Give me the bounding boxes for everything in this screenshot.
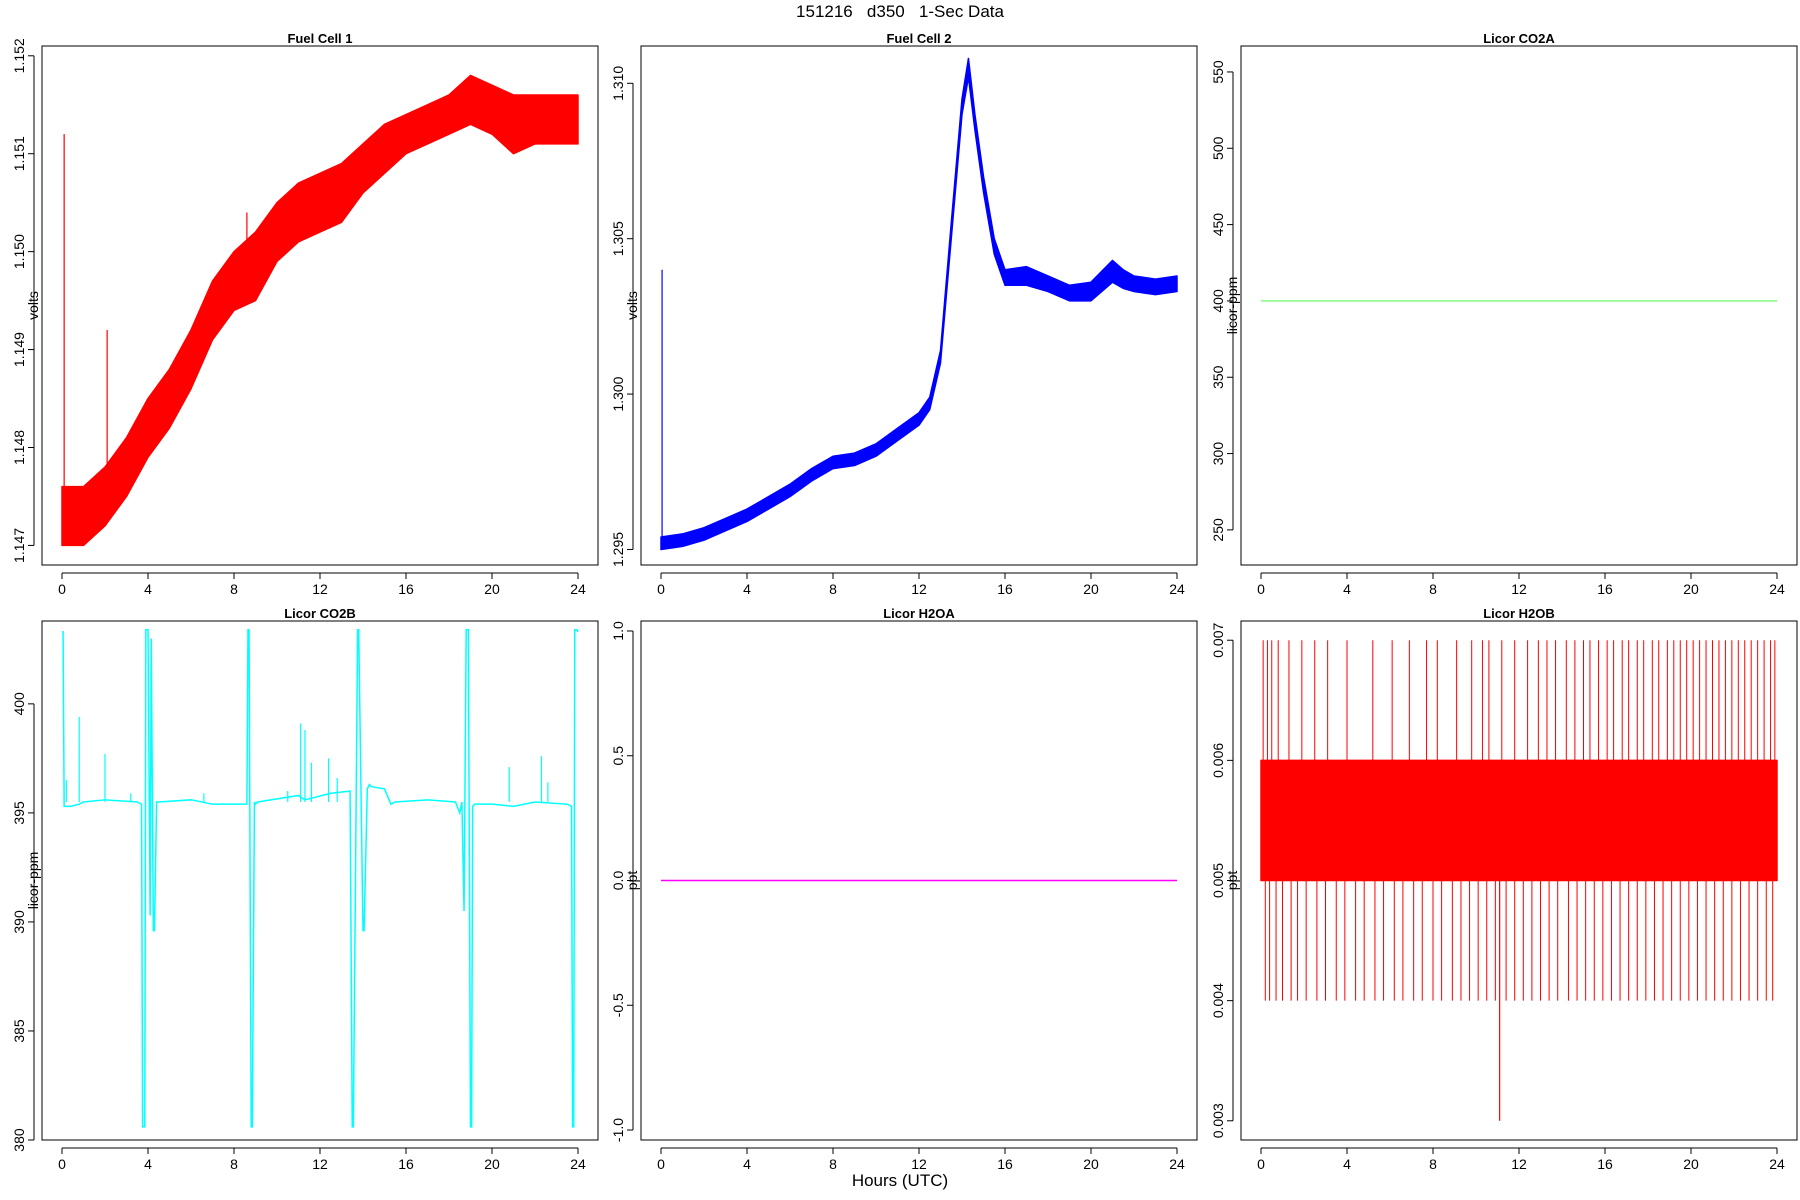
panel-5-title: Licor H2OA [883, 606, 955, 621]
panel-5-y-tick-label: 0.0 [610, 871, 626, 891]
panel-1-x-tick-label: 0 [58, 581, 66, 597]
panel-1-series-band [61, 74, 579, 547]
panel-2-x-tick-label: 12 [911, 581, 927, 597]
panel-5-y-tick-label: -0.5 [610, 993, 626, 1017]
panel-2-x-tick-label: 20 [1083, 581, 1099, 597]
panel-1-y-tick-label: 1.152 [11, 38, 27, 73]
panel-1-y-tick-label: 1.148 [11, 430, 27, 465]
panel-2-y-tick-label: 1.295 [610, 532, 626, 567]
panel-3-x-tick-label: 12 [1511, 581, 1527, 597]
panel-5-x-tick-label: 8 [829, 1156, 837, 1172]
panel-5-x-tick-label: 0 [657, 1156, 665, 1172]
panel-6-y-tick-label: 0.006 [1210, 743, 1226, 778]
panel-2-y-tick-label: 1.305 [610, 221, 626, 256]
panel-6-series-band [1260, 759, 1778, 882]
panel-1-title: Fuel Cell 1 [287, 31, 352, 46]
panel-4-y-tick-label: 390 [11, 910, 27, 934]
panel-1-x-tick-label: 4 [144, 581, 152, 597]
panel-3-frame [1240, 45, 1798, 566]
panel-5-x-tick-label: 16 [997, 1156, 1013, 1172]
panel-3-x-tick-label: 24 [1769, 581, 1785, 597]
panel-3-y-tick-label: 550 [1210, 60, 1226, 84]
panel-3-y-tick-label: 450 [1210, 213, 1226, 237]
panel-2-x-tick-label: 24 [1169, 581, 1185, 597]
panel-1-y-tick-label: 1.147 [11, 528, 27, 563]
panel-6-x-tick-label: 0 [1257, 1156, 1265, 1172]
panel-1-y-tick-label: 1.150 [11, 234, 27, 269]
panel-6-x-tick-label: 4 [1343, 1156, 1351, 1172]
panel-6-title: Licor H2OB [1483, 606, 1555, 621]
panel-6-y-axis-label: ppt [1224, 871, 1240, 891]
panel-4-frame [41, 620, 599, 1141]
panel-3-y-tick-label: 300 [1210, 442, 1226, 466]
panel-3-x-tick-label: 0 [1257, 581, 1265, 597]
panel-1-y-tick-label: 1.151 [11, 136, 27, 171]
panel-5-x-tick-label: 12 [911, 1156, 927, 1172]
panel-4-series-line [62, 628, 579, 1128]
panel-2-y-axis-label: volts [624, 291, 640, 320]
panel-4-x-tick-label: 24 [570, 1156, 586, 1172]
panel-5-x-tick-label: 20 [1083, 1156, 1099, 1172]
x-axis-title: Hours (UTC) [851, 1171, 949, 1190]
panel-2-y-tick-label: 1.300 [610, 376, 626, 411]
panel-1-y-axis-label: volts [25, 291, 41, 320]
panel-2-x-tick-label: 0 [657, 581, 665, 597]
panel-1-x-tick-label: 20 [484, 581, 500, 597]
panel-5-y-tick-label: 1.0 [610, 621, 626, 641]
panel-4-y-tick-label: 400 [11, 692, 27, 716]
panel-5-y-axis-label: ppt [624, 871, 640, 891]
panel-6-y-tick-label: 0.005 [1210, 863, 1226, 898]
panel-3-title: Licor CO2A [1483, 31, 1555, 46]
panel-6-x-tick-label: 16 [1597, 1156, 1613, 1172]
panel-2-x-tick-label: 4 [743, 581, 751, 597]
panel-3-y-tick-label: 350 [1210, 365, 1226, 389]
page-title: 151216 d350 1-Sec Data [796, 2, 1004, 21]
panel-6-x-tick-label: 12 [1511, 1156, 1527, 1172]
panel-3-x-tick-label: 20 [1683, 581, 1699, 597]
panel-4-title: Licor CO2B [284, 606, 356, 621]
panel-3-y-tick-label: 250 [1210, 518, 1226, 542]
panel-5-y-tick-label: 0.5 [610, 746, 626, 766]
panel-2-title: Fuel Cell 2 [886, 31, 951, 46]
panel-6-x-tick-label: 20 [1683, 1156, 1699, 1172]
panel-5-frame [640, 620, 1198, 1141]
panel-5-x-tick-label: 4 [743, 1156, 751, 1172]
panel-6-y-tick-label: 0.004 [1210, 983, 1226, 1018]
panel-6-y-tick-label: 0.007 [1210, 622, 1226, 657]
panel-4-x-tick-label: 4 [144, 1156, 152, 1172]
panel-1-y-tick-label: 1.149 [11, 332, 27, 367]
panel-4-y-tick-label: 395 [11, 801, 27, 825]
panel-6-frame [1240, 620, 1798, 1141]
panel-1-x-tick-label: 24 [570, 581, 586, 597]
panel-4-x-tick-label: 20 [484, 1156, 500, 1172]
panel-3-x-tick-label: 16 [1597, 581, 1613, 597]
panel-4-x-tick-label: 12 [312, 1156, 328, 1172]
panel-6-x-tick-label: 8 [1429, 1156, 1437, 1172]
panel-3-x-tick-label: 4 [1343, 581, 1351, 597]
panel-4-x-tick-label: 16 [398, 1156, 414, 1172]
panel-4-x-tick-label: 0 [58, 1156, 66, 1172]
panel-6-x-tick-label: 24 [1769, 1156, 1785, 1172]
panel-3-y-tick-label: 500 [1210, 136, 1226, 160]
panel-4-y-tick-label: 380 [11, 1128, 27, 1152]
panel-4-x-tick-label: 8 [230, 1156, 238, 1172]
panel-1-x-tick-label: 12 [312, 581, 328, 597]
panel-3-x-tick-label: 8 [1429, 581, 1437, 597]
panel-5-x-tick-label: 24 [1169, 1156, 1185, 1172]
panel-1-x-tick-label: 16 [398, 581, 414, 597]
panel-1-frame [41, 45, 599, 566]
panel-3-y-tick-label: 400 [1210, 289, 1226, 313]
panel-4-y-axis-label: licor-ppm [25, 852, 41, 910]
panel-5-y-tick-label: -1.0 [610, 1118, 626, 1142]
panel-3-y-axis-label: licor-ppm [1224, 277, 1240, 335]
panel-1-x-tick-label: 8 [230, 581, 238, 597]
panel-4-y-tick-label: 385 [11, 1019, 27, 1043]
panel-2-frame [640, 45, 1198, 566]
panel-2-series-band [660, 57, 1178, 551]
panel-6-y-tick-label: 0.003 [1210, 1103, 1226, 1138]
panel-2-y-tick-label: 1.310 [610, 66, 626, 101]
panel-2-x-tick-label: 8 [829, 581, 837, 597]
panel-2-x-tick-label: 16 [997, 581, 1013, 597]
